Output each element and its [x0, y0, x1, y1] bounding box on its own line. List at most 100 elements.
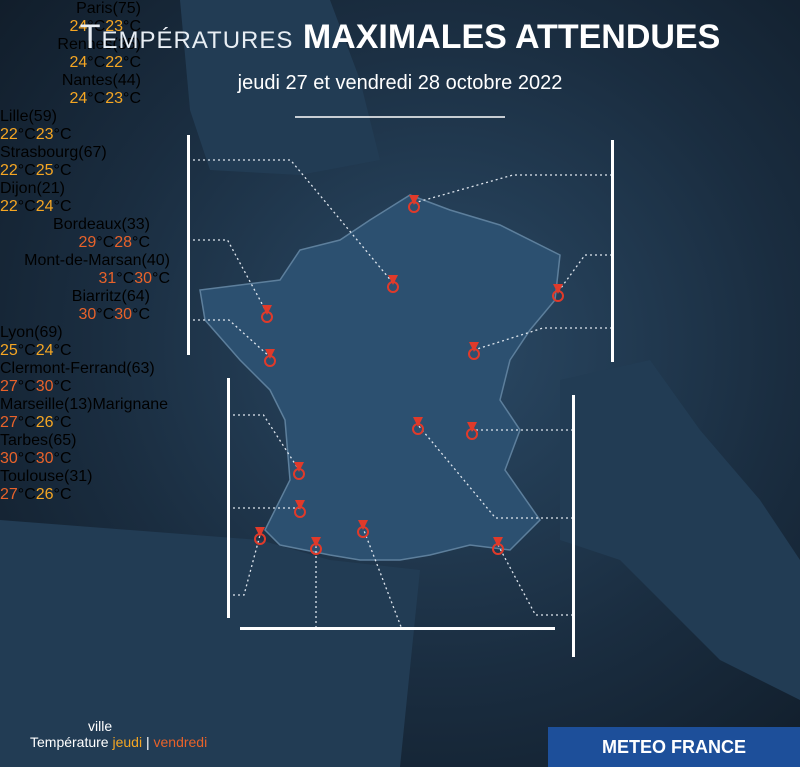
connector	[413, 174, 612, 204]
temp-thu: 31	[98, 270, 117, 287]
city-card: Dijon(21) 22°C24°C	[0, 180, 144, 216]
subtitle: jeudi 27 et vendredi 28 octobre 2022	[237, 72, 563, 94]
city-name: Biarritz	[71, 288, 122, 305]
connector	[417, 424, 573, 519]
city-dept: (63)	[126, 360, 155, 377]
unit: °C	[53, 198, 72, 215]
unit: °C	[17, 414, 36, 431]
city-name: Paris	[76, 0, 113, 17]
temp-thu: 22	[0, 162, 18, 179]
temps: 24°C23°C	[0, 18, 142, 36]
temp-fri: 23	[105, 90, 124, 107]
title-light: Températures	[79, 18, 294, 56]
temp-fri: 23	[35, 126, 54, 143]
temps: 27°C30°C	[0, 378, 174, 396]
temp-thu: 24	[69, 18, 88, 35]
title: Températures MAXIMALES ATTENDUES	[0, 18, 800, 57]
temp-fri: 25	[35, 162, 54, 179]
city-header: Clermont-Ferrand(63)	[0, 360, 174, 378]
marker	[413, 417, 423, 427]
city-dept: (64)	[121, 288, 150, 305]
logo: METEO FRANCE	[548, 727, 800, 767]
unit: °C	[53, 486, 72, 503]
marker	[262, 305, 272, 315]
temp-fri: 30	[134, 270, 153, 287]
city-header: Strasbourg(67)	[0, 144, 144, 162]
city-name: Clermont-Ferrand	[0, 360, 127, 377]
unit: °C	[17, 378, 36, 395]
marker	[295, 500, 305, 510]
temp-fri: 28	[114, 234, 133, 251]
city-header: Lille(59)	[0, 108, 144, 126]
connector	[228, 534, 261, 596]
unit: °C	[87, 18, 106, 35]
city-dept: (13)	[64, 396, 93, 413]
group-bar	[240, 627, 555, 630]
city-card: Clermont-Ferrand(63) 27°C30°C	[0, 360, 174, 396]
title-bold: MAXIMALES ATTENDUES	[302, 18, 721, 56]
group-bar	[227, 378, 230, 618]
connector	[557, 254, 612, 293]
connector	[497, 544, 573, 616]
unit: °C	[132, 306, 150, 323]
marker	[467, 422, 477, 432]
unit: °C	[53, 450, 72, 467]
group-bar	[572, 395, 575, 657]
city-name: Marseille	[0, 396, 65, 413]
city-header: Biarritz(64)	[0, 288, 150, 306]
city-dept: (21)	[36, 180, 65, 197]
marker	[294, 462, 304, 472]
city-dept: (59)	[28, 108, 57, 125]
unit: °C	[53, 342, 72, 359]
unit: °C	[17, 162, 36, 179]
unit: °C	[17, 450, 36, 467]
city-dept: (69)	[34, 324, 63, 341]
unit: °C	[96, 306, 115, 323]
city-name: Strasbourg	[0, 144, 79, 161]
city-card: Bordeaux(33) 29°C28°C	[0, 216, 150, 252]
temp-thu: 24	[69, 90, 88, 107]
marker	[493, 537, 503, 547]
temp-thu: 22	[0, 126, 18, 143]
city-name: Nantes	[61, 72, 113, 89]
city-header: Mont-de-Marsan(40)	[0, 252, 170, 270]
legend-label: Température	[30, 734, 109, 750]
city-card: Mont-de-Marsan(40) 31°C30°C	[0, 252, 170, 288]
temp-fri: 23	[105, 18, 124, 35]
temps: 24°C22°C	[0, 54, 142, 72]
temps: 25°C24°C	[0, 342, 174, 360]
unit: °C	[123, 54, 141, 71]
unit: °C	[17, 486, 36, 503]
city-card: Nantes(44) 24°C23°C	[0, 72, 141, 108]
city-header: Paris(75)	[0, 0, 141, 18]
connector	[228, 414, 300, 471]
temps: 22°C23°C	[0, 126, 144, 144]
temp-fri: 24	[35, 198, 54, 215]
city-card: Paris(75) 24°C23°C	[0, 0, 142, 36]
unit: °C	[123, 18, 141, 35]
city-name: Rennes	[57, 36, 113, 53]
city-name: Bordeaux	[53, 216, 122, 233]
unit: °C	[53, 162, 72, 179]
temps: 27°C26°C	[0, 486, 134, 504]
city-header: Marseille(13)Marignane	[0, 396, 174, 414]
city-sub: Marignane	[92, 396, 169, 413]
unit: °C	[116, 270, 135, 287]
coast-italy	[560, 360, 800, 700]
connector	[188, 319, 271, 358]
city-dept: (35)	[112, 36, 141, 53]
city-dept: (31)	[64, 468, 93, 485]
city-card: Tarbes(65) 30°C30°C	[0, 432, 134, 468]
temps: 30°C30°C	[0, 450, 134, 468]
unit: °C	[152, 270, 170, 287]
city-card: Lille(59) 22°C23°C	[0, 108, 144, 144]
marker	[265, 349, 275, 359]
marker	[358, 520, 368, 530]
marker	[553, 284, 563, 294]
city-name: Mont-de-Marsan	[24, 252, 142, 269]
france-shape	[199, 194, 561, 561]
temp-fri: 26	[35, 414, 54, 431]
city-name: Tarbes	[0, 432, 49, 449]
